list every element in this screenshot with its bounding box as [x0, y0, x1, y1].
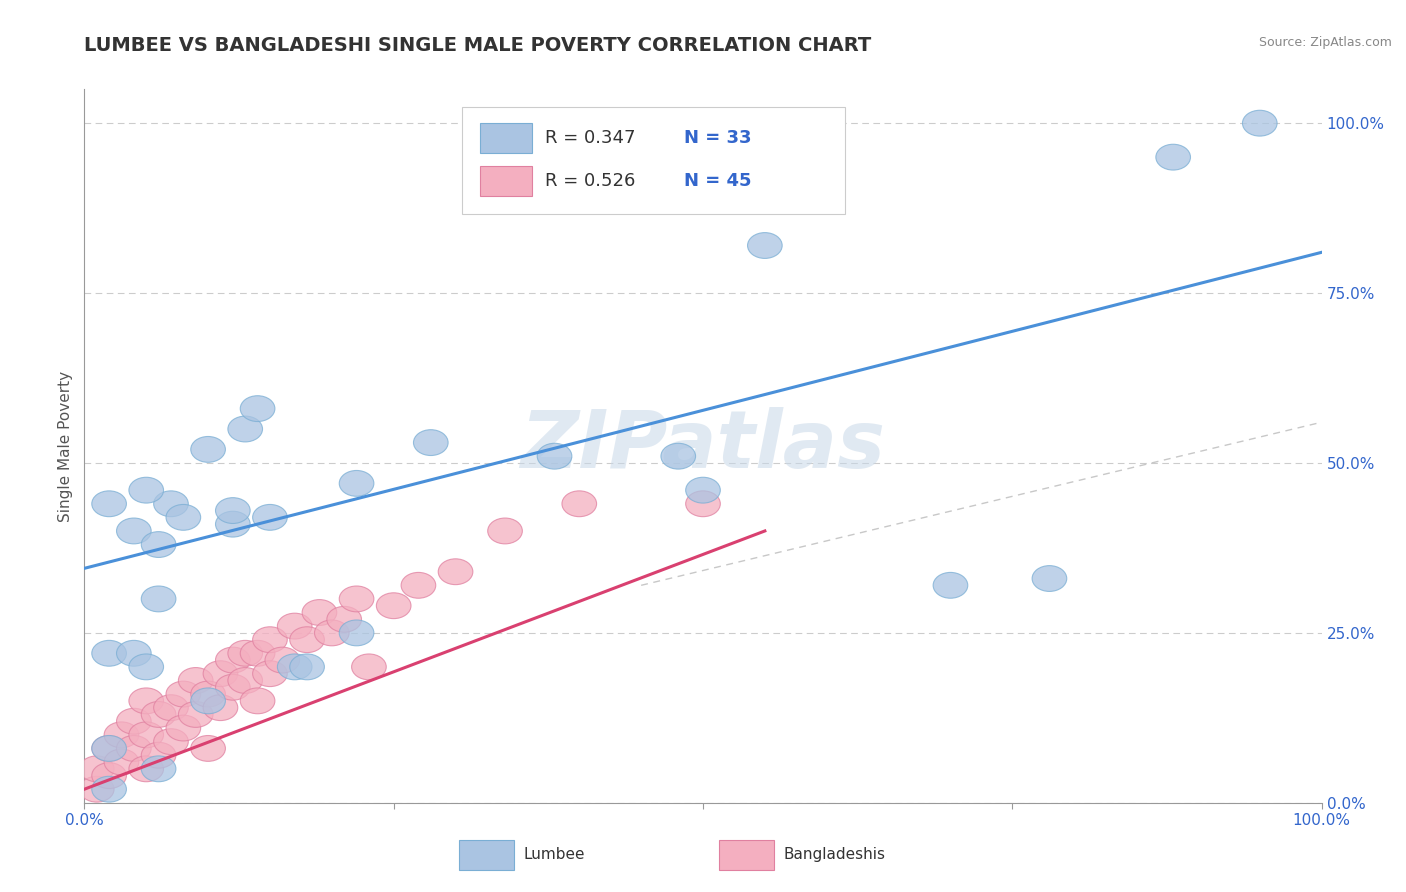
Ellipse shape [537, 443, 572, 469]
Ellipse shape [339, 470, 374, 496]
Ellipse shape [91, 736, 127, 762]
Ellipse shape [153, 491, 188, 516]
Ellipse shape [104, 722, 139, 747]
Ellipse shape [141, 742, 176, 768]
Ellipse shape [117, 518, 152, 544]
Text: N = 33: N = 33 [685, 128, 752, 146]
Ellipse shape [661, 443, 696, 469]
Ellipse shape [104, 749, 139, 775]
Ellipse shape [179, 701, 214, 727]
Ellipse shape [141, 586, 176, 612]
Ellipse shape [117, 708, 152, 734]
Ellipse shape [339, 620, 374, 646]
Ellipse shape [1243, 111, 1277, 136]
Ellipse shape [215, 674, 250, 700]
Ellipse shape [129, 688, 163, 714]
Ellipse shape [191, 436, 225, 462]
Ellipse shape [277, 613, 312, 639]
Ellipse shape [228, 640, 263, 666]
Ellipse shape [264, 648, 299, 673]
Ellipse shape [191, 736, 225, 762]
Text: R = 0.526: R = 0.526 [544, 171, 636, 189]
Ellipse shape [240, 396, 276, 422]
Ellipse shape [290, 654, 325, 680]
Ellipse shape [91, 640, 127, 666]
Ellipse shape [240, 688, 276, 714]
Ellipse shape [315, 620, 349, 646]
Ellipse shape [686, 477, 720, 503]
Ellipse shape [129, 654, 163, 680]
Ellipse shape [748, 233, 782, 259]
FancyBboxPatch shape [461, 107, 845, 214]
Ellipse shape [141, 532, 176, 558]
Ellipse shape [339, 586, 374, 612]
Ellipse shape [129, 477, 163, 503]
Ellipse shape [277, 654, 312, 680]
Ellipse shape [91, 763, 127, 789]
FancyBboxPatch shape [718, 840, 773, 870]
Ellipse shape [129, 756, 163, 781]
Text: Lumbee: Lumbee [523, 847, 585, 863]
Ellipse shape [240, 640, 276, 666]
Ellipse shape [191, 688, 225, 714]
Ellipse shape [253, 627, 287, 653]
Ellipse shape [153, 729, 188, 755]
Ellipse shape [215, 648, 250, 673]
Ellipse shape [228, 667, 263, 693]
Ellipse shape [153, 695, 188, 721]
Ellipse shape [1032, 566, 1067, 591]
Ellipse shape [253, 661, 287, 687]
Text: LUMBEE VS BANGLADESHI SINGLE MALE POVERTY CORRELATION CHART: LUMBEE VS BANGLADESHI SINGLE MALE POVERT… [84, 36, 872, 54]
Ellipse shape [129, 722, 163, 747]
Ellipse shape [91, 776, 127, 802]
Ellipse shape [117, 736, 152, 762]
Ellipse shape [253, 505, 287, 530]
Ellipse shape [202, 695, 238, 721]
FancyBboxPatch shape [481, 123, 533, 153]
Ellipse shape [215, 498, 250, 524]
Ellipse shape [488, 518, 523, 544]
Ellipse shape [79, 776, 114, 802]
Ellipse shape [91, 491, 127, 516]
Ellipse shape [228, 416, 263, 442]
Ellipse shape [91, 736, 127, 762]
FancyBboxPatch shape [481, 166, 533, 195]
Ellipse shape [439, 558, 472, 584]
Ellipse shape [413, 430, 449, 456]
Text: R = 0.347: R = 0.347 [544, 128, 636, 146]
Y-axis label: Single Male Poverty: Single Male Poverty [58, 370, 73, 522]
Ellipse shape [686, 491, 720, 516]
Ellipse shape [179, 667, 214, 693]
Ellipse shape [141, 701, 176, 727]
Ellipse shape [290, 627, 325, 653]
Ellipse shape [215, 511, 250, 537]
Ellipse shape [326, 607, 361, 632]
Ellipse shape [562, 491, 596, 516]
Ellipse shape [117, 640, 152, 666]
Text: N = 45: N = 45 [685, 171, 752, 189]
Ellipse shape [302, 599, 337, 625]
Text: Source: ZipAtlas.com: Source: ZipAtlas.com [1258, 36, 1392, 49]
Ellipse shape [141, 756, 176, 781]
Ellipse shape [934, 573, 967, 599]
Ellipse shape [166, 505, 201, 530]
Ellipse shape [166, 715, 201, 741]
Ellipse shape [352, 654, 387, 680]
Ellipse shape [166, 681, 201, 707]
FancyBboxPatch shape [460, 840, 513, 870]
Text: ZIPatlas: ZIPatlas [520, 407, 886, 485]
Ellipse shape [191, 681, 225, 707]
Ellipse shape [202, 661, 238, 687]
Ellipse shape [377, 593, 411, 619]
Ellipse shape [1156, 145, 1191, 170]
Text: Bangladeshis: Bangladeshis [783, 847, 886, 863]
Ellipse shape [401, 573, 436, 599]
Ellipse shape [79, 756, 114, 781]
